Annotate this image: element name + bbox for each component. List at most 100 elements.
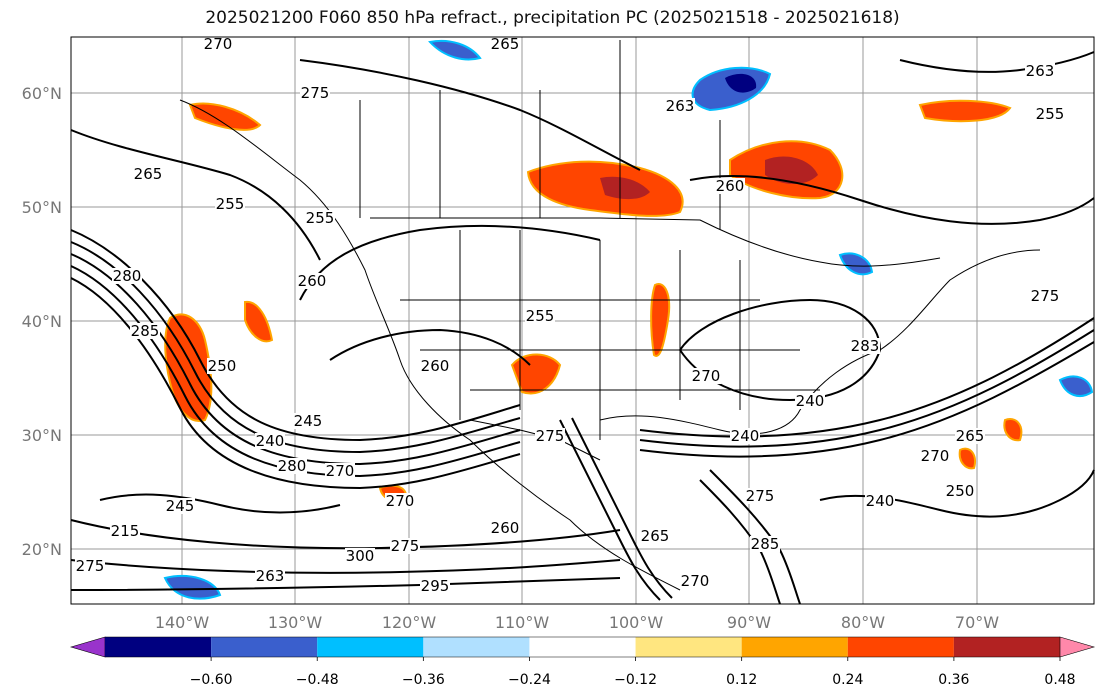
- contour-label-text: 260: [716, 177, 745, 195]
- contour-line: [70, 229, 521, 442]
- contour-label-bg: [715, 178, 745, 194]
- contour-label-text: 255: [216, 195, 245, 213]
- contour-label: 265: [955, 427, 985, 445]
- colorbar-tick-label: 0.36: [938, 672, 969, 688]
- contour-label-text: 240: [866, 492, 895, 510]
- contour-line: [99, 493, 341, 514]
- contour-label-bg: [385, 493, 415, 509]
- contour-label: 275: [75, 557, 105, 575]
- lat-tick-label: 40°N: [22, 312, 62, 331]
- contour-label: 295: [420, 577, 450, 595]
- precip-blob-greenland: [428, 39, 482, 61]
- contour-label-bg: [300, 85, 330, 101]
- contour-label: 240: [795, 392, 825, 410]
- contour-label: 250: [207, 357, 237, 375]
- contour-label-bg: [691, 368, 721, 384]
- contour-label: 245: [293, 412, 323, 430]
- contour-label: 300: [345, 547, 375, 565]
- contour-label-bg: [215, 196, 245, 212]
- contour-label-bg: [255, 568, 285, 584]
- contour-label: 255: [305, 209, 335, 227]
- contour-label-text: 270: [386, 492, 415, 510]
- contour-label-bg: [165, 498, 195, 514]
- contour-line: [639, 341, 1095, 458]
- contour-label-text: 275: [391, 537, 420, 555]
- contour-label-text: 275: [76, 557, 105, 575]
- precip-blob-greatlakes: [838, 252, 874, 276]
- contour-line: [70, 519, 621, 550]
- refractivity-contours: [70, 51, 1095, 605]
- contour-label-text: 275: [746, 487, 775, 505]
- colorbar-segment: [317, 637, 424, 657]
- contour-label: 280: [277, 457, 307, 475]
- contour-label-bg: [345, 548, 375, 564]
- contour-label-bg: [130, 323, 160, 339]
- contour-label-text: 245: [166, 497, 195, 515]
- contour-label-bg: [955, 428, 985, 444]
- contour-label-text: 260: [421, 357, 450, 375]
- border-states-1: [459, 230, 741, 440]
- border-states-2: [400, 299, 820, 391]
- longitude-ticks: 140°W 130°W 120°W 110°W 100°W 90°W 80°W 70°W: [155, 613, 999, 632]
- contour-label-bg: [730, 428, 760, 444]
- contour-line: [689, 175, 1095, 225]
- precip-blob-labrador: [918, 99, 1012, 123]
- contour-label-bg: [207, 358, 237, 374]
- contour-labels: 270 265 275 263 265 255 255 260 280 285 250 245 240 2…: [75, 35, 1065, 595]
- contour-label-bg: [945, 483, 975, 499]
- contour-line: [70, 129, 321, 261]
- colorbar-tick-label: 0.48: [1044, 672, 1075, 688]
- colorbar-segment: [529, 637, 636, 657]
- contour-line: [329, 328, 531, 366]
- precip-blob-hudson-core: [725, 73, 757, 93]
- contour-label-text: 240: [796, 392, 825, 410]
- colorbar-extend-low: [69, 636, 106, 658]
- latitude-ticks: 60°N 50°N 40°N 30°N 20°N: [22, 84, 62, 559]
- contour-label-text: 250: [946, 482, 975, 500]
- contour-label-bg: [305, 210, 335, 226]
- contour-label: 260: [297, 272, 327, 290]
- contour-label-text: 245: [294, 412, 323, 430]
- contour-label-text: 275: [536, 427, 565, 445]
- colorbar-tick-label: −0.48: [296, 672, 339, 688]
- contour-line: [559, 419, 661, 601]
- precip-blob-midwest: [650, 283, 671, 357]
- colorbar-tick-label: −0.60: [190, 672, 233, 688]
- map-title: 2025021200 F060 850 hPa refract., precip…: [205, 8, 900, 28]
- contour-label: 260: [420, 357, 450, 375]
- contour-label: 260: [490, 519, 520, 537]
- colorbar-segment: [423, 637, 530, 657]
- colorbar-segment: [211, 637, 318, 657]
- map-frame: [70, 36, 1095, 605]
- colorbar-tick-label: −0.24: [508, 672, 551, 688]
- contour-label-bg: [255, 433, 285, 449]
- contour-label: 250: [945, 482, 975, 500]
- lon-tick-label: 110°W: [495, 613, 550, 632]
- contour-label-bg: [325, 463, 355, 479]
- precipitation-shading: [163, 39, 1094, 600]
- contour-line: [70, 577, 621, 591]
- lon-tick-label: 130°W: [268, 613, 323, 632]
- contour-line: [299, 59, 641, 171]
- contour-line: [70, 277, 521, 490]
- colorbar-ticks: −0.60 −0.48 −0.36 −0.24 −0.12 0.12 0.24 0.36 0.4…: [190, 657, 1076, 688]
- contour-label: 265: [133, 165, 163, 183]
- colorbar-tick-label: −0.36: [402, 672, 445, 688]
- contour-label: 255: [525, 307, 555, 325]
- contour-label-text: 255: [306, 209, 335, 227]
- precip-blob-northatlantic: [1058, 375, 1094, 397]
- contour-label-text: 275: [1031, 287, 1060, 305]
- contour-label-text: 275: [301, 84, 330, 102]
- contour-label-bg: [1035, 106, 1065, 122]
- contour-label-bg: [750, 536, 780, 552]
- contour-line: [299, 224, 601, 301]
- contour-label-text: 265: [641, 527, 670, 545]
- colorbar-tick-label: 0.24: [832, 672, 863, 688]
- contour-label-text: 270: [681, 572, 710, 590]
- contour-label-text: 285: [131, 322, 160, 340]
- contour-label-text: 265: [491, 35, 520, 53]
- contour-label: 275: [535, 427, 565, 445]
- contour-line: [899, 51, 1095, 73]
- colorbar-tick-label: −0.12: [614, 672, 657, 688]
